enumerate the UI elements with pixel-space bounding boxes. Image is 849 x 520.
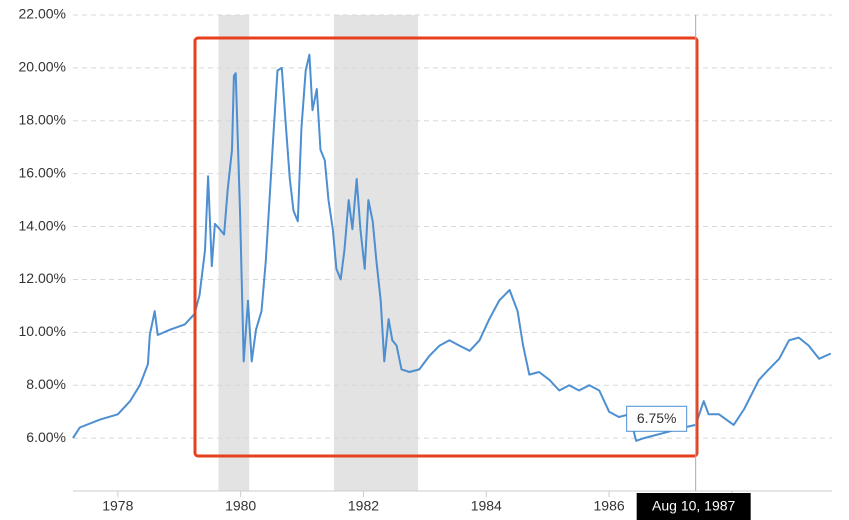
overlay-layer: 6.75% Aug 10, 1987 — [626, 15, 751, 520]
date-label: Aug 10, 1987 — [652, 498, 736, 514]
shade-layer — [218, 15, 419, 491]
y-tick-label: 12.00% — [19, 270, 66, 286]
y-tick-label: 14.00% — [19, 217, 66, 233]
y-tick-label: 10.00% — [19, 323, 66, 339]
highlight-box — [193, 36, 699, 458]
y-tick-label: 6.00% — [26, 429, 66, 445]
x-tick-label: 1978 — [102, 498, 133, 514]
rate-line — [72, 53, 832, 442]
y-tick-label: 16.00% — [19, 164, 66, 180]
y-tick-label: 22.00% — [19, 6, 66, 22]
x-tick-label: 1982 — [348, 498, 379, 514]
date-label-box — [636, 493, 751, 520]
x-tick-label: 1986 — [594, 498, 625, 514]
x-tick-label: 1980 — [225, 498, 256, 514]
grid-layer: 6.00% 8.00% 10.00% 12.00% 14.00% 16.00% 18.00%… — [19, 6, 832, 514]
y-tick-label: 8.00% — [26, 376, 66, 392]
plot-layer — [72, 53, 832, 442]
tooltip-box — [626, 405, 688, 432]
x-tick-label: 1984 — [471, 498, 502, 514]
tooltip-value: 6.75% — [637, 410, 677, 426]
y-tick-label: 20.00% — [19, 59, 66, 75]
y-tick-label: 18.00% — [19, 111, 66, 127]
